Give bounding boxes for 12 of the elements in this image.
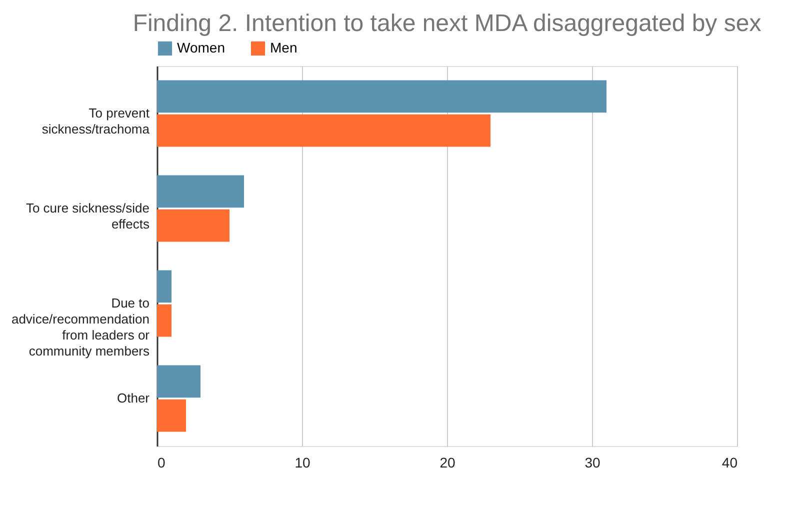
chart-title: Finding 2. Intention to take next MDA disaggregated by sex xyxy=(132,10,762,37)
y-tick-label: Due to advice/recommendation from leaders or community members xyxy=(11,296,150,358)
y-tick-label: Other xyxy=(116,390,150,406)
x-tick-label: 0 xyxy=(158,454,166,470)
x-tick-label: 30 xyxy=(584,454,600,470)
legend-label: Men xyxy=(270,39,298,56)
y-tick-label: To cure sickness/side effects xyxy=(26,200,150,232)
y-tick-label: To prevent sickness/trachoma xyxy=(42,106,150,136)
legend-label: Women xyxy=(177,39,225,56)
x-tick-label: 20 xyxy=(440,454,456,470)
x-tick-label: 40 xyxy=(722,454,738,470)
x-tick-label: 10 xyxy=(294,454,310,470)
